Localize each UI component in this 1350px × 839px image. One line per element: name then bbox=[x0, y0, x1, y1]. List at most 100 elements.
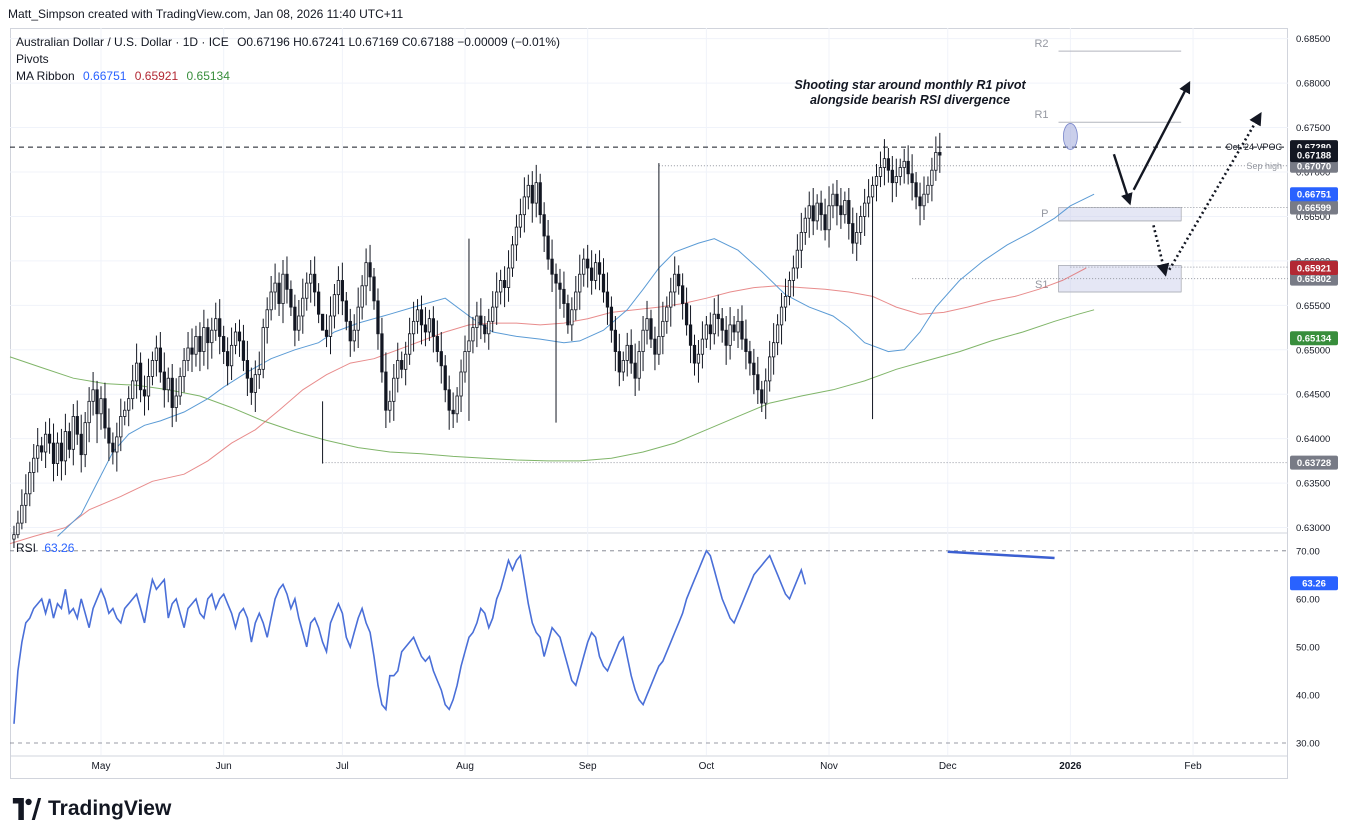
candle-body bbox=[502, 280, 507, 288]
dotted-projection-arrow bbox=[1152, 225, 1170, 277]
candle-body bbox=[71, 416, 75, 450]
candle-body bbox=[166, 377, 170, 391]
candle-body bbox=[348, 320, 352, 342]
current-price-tag-bg bbox=[1290, 261, 1338, 275]
candle-body bbox=[882, 158, 887, 168]
symbol-legend[interactable]: Australian Dollar / U.S. Dollar · 1D · I… bbox=[16, 35, 565, 49]
candle-body bbox=[890, 169, 894, 184]
candle-body bbox=[83, 422, 87, 456]
y-tick-label: 0.63500 bbox=[1296, 479, 1330, 490]
ma-fast-value: 0.66751 bbox=[83, 69, 127, 83]
projection-arrows bbox=[1112, 80, 1262, 277]
candle-body bbox=[293, 306, 297, 331]
candle-body bbox=[344, 300, 348, 322]
candle-body bbox=[649, 318, 653, 340]
candle-body bbox=[352, 329, 356, 342]
candle-body bbox=[827, 205, 831, 231]
rsi-legend[interactable]: RSI 63.26 bbox=[16, 541, 79, 555]
rsi-divergence-line bbox=[947, 550, 1055, 560]
candle-body bbox=[601, 273, 606, 293]
candle-body bbox=[16, 522, 20, 536]
pivot-zones bbox=[1058, 207, 1182, 293]
candle-body bbox=[546, 235, 550, 260]
candle-body bbox=[926, 184, 930, 195]
candle-body bbox=[229, 344, 234, 367]
candle-body bbox=[479, 315, 483, 326]
candle-body bbox=[150, 360, 155, 377]
candle-body bbox=[498, 280, 503, 293]
candle-body bbox=[538, 182, 542, 216]
candle-body bbox=[625, 344, 629, 361]
candle-body bbox=[356, 306, 360, 331]
candle-body bbox=[700, 338, 705, 355]
y-tick-label: 0.65000 bbox=[1296, 345, 1330, 356]
candle-body bbox=[87, 400, 91, 424]
x-tick-label: May bbox=[92, 761, 111, 772]
candle-body bbox=[530, 184, 534, 204]
candle-body bbox=[582, 258, 586, 275]
symbol-title: Australian Dollar / U.S. Dollar · 1D · I… bbox=[16, 35, 229, 49]
candle-body bbox=[400, 360, 404, 370]
candle-body bbox=[24, 493, 28, 506]
rsi-value-tag: 63.26 bbox=[1302, 579, 1326, 590]
candle-body bbox=[301, 297, 305, 317]
x-tick-label: Jul bbox=[336, 761, 349, 772]
candle-body bbox=[75, 416, 79, 435]
candle-body bbox=[779, 306, 784, 326]
x-tick-label: Oct bbox=[699, 761, 715, 772]
candle-body bbox=[265, 309, 269, 328]
candle-body bbox=[297, 315, 301, 331]
candle-body bbox=[898, 167, 902, 177]
candle-body bbox=[289, 288, 293, 308]
candle-body bbox=[404, 353, 408, 370]
candle-body bbox=[863, 202, 867, 217]
y-tick-label: 0.68000 bbox=[1296, 79, 1330, 90]
candle-body bbox=[574, 291, 578, 311]
candle-body bbox=[249, 377, 253, 393]
candle-body bbox=[273, 282, 277, 293]
candle-body bbox=[566, 303, 570, 326]
candle-body bbox=[332, 294, 337, 317]
candle-body bbox=[79, 433, 83, 456]
candle-body bbox=[684, 303, 689, 326]
candle-body bbox=[918, 196, 922, 207]
x-tick-label: Sep bbox=[579, 761, 597, 772]
candle-body bbox=[823, 214, 827, 231]
candle-body bbox=[388, 400, 392, 411]
candle-body bbox=[245, 360, 250, 379]
candle-body bbox=[712, 313, 716, 335]
candle-body bbox=[922, 193, 926, 207]
candle-body bbox=[708, 324, 712, 335]
candle-body bbox=[930, 169, 934, 186]
ma-ribbon-legend[interactable]: MA Ribbon 0.66751 0.65921 0.65134 bbox=[16, 69, 235, 83]
candle-body bbox=[202, 327, 206, 352]
candle-body bbox=[613, 329, 617, 352]
rsi-label: RSI bbox=[16, 541, 37, 555]
candle-body bbox=[372, 276, 376, 302]
candle-body bbox=[866, 196, 871, 204]
candle-body bbox=[411, 320, 416, 335]
candle-body bbox=[756, 374, 760, 391]
candle-body bbox=[819, 202, 823, 216]
ma-fast-line bbox=[57, 193, 1095, 537]
candle-body bbox=[277, 282, 281, 304]
candle-body bbox=[562, 288, 566, 304]
tradingview-logo-icon bbox=[12, 798, 42, 820]
pivots-legend[interactable]: Pivots bbox=[16, 52, 54, 66]
candle-body bbox=[32, 457, 36, 473]
candle-body bbox=[285, 273, 289, 290]
tradingview-logo[interactable]: TradingView bbox=[12, 797, 171, 821]
candle-body bbox=[427, 318, 432, 333]
candle-body bbox=[578, 273, 582, 293]
candle-body bbox=[534, 182, 538, 204]
candle-body bbox=[934, 152, 938, 171]
candle-body bbox=[787, 280, 792, 297]
candle-body bbox=[162, 371, 166, 391]
x-tick-label: Feb bbox=[1184, 761, 1202, 772]
candle-body bbox=[451, 409, 455, 415]
candle-body bbox=[269, 291, 273, 311]
ma-mid-line bbox=[9, 267, 1087, 545]
candle-body bbox=[467, 340, 471, 352]
candle-body bbox=[617, 351, 621, 373]
